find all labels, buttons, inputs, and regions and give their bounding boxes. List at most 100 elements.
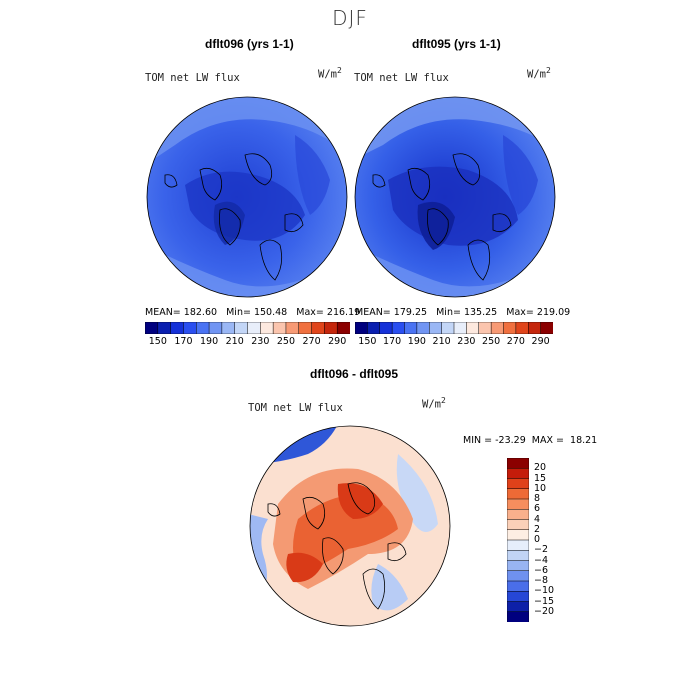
- panel-2-colorbar-tick-label: 210: [432, 336, 451, 347]
- panel-2-map-border: [354, 96, 556, 298]
- panel-2-colorbar-tick-label: 170: [383, 336, 402, 347]
- panel-1-colorbar-tick-label: 250: [276, 336, 295, 347]
- diff-colorbar: [507, 458, 529, 622]
- panel-1-colorbar: [145, 322, 350, 334]
- diff-colorbar-swatch: [507, 601, 529, 613]
- diff-colorbar-tick-label: −15: [534, 595, 555, 607]
- panel-2-colorbar-swatch: [466, 322, 480, 334]
- diff-negative-region-south: [371, 564, 408, 611]
- panel-1-max-label: Max=: [296, 307, 324, 318]
- panel-1-colorbar-swatch: [208, 322, 223, 334]
- panel-1-colorbar-swatch: [196, 322, 210, 334]
- diff-colorbar-tick-label: −20: [534, 605, 555, 617]
- panel-1-colorbar-swatch: [324, 322, 338, 334]
- panel-1-colorbar-tick-label: 290: [328, 336, 347, 347]
- panel-2-colorbar-swatch: [355, 322, 368, 334]
- panel-2-colorbar: [355, 322, 553, 334]
- panel-1-colorbar-tick-label: 150: [148, 336, 167, 347]
- diff-colorbar-swatch: [507, 591, 529, 603]
- diff-colorbar-ticks: 20 15 10 8 6 4 2 0 −2 −4 −6 −8 −10 −15 −20: [534, 458, 574, 628]
- panel-2-colorbar-tick-label: 190: [407, 336, 426, 347]
- panel-2-colorbar-swatch: [478, 322, 492, 334]
- diff-peak-positive-region-2: [286, 552, 323, 583]
- panel-1-colorbar-swatch: [234, 322, 249, 334]
- panel-2-darkest-region: [417, 201, 455, 250]
- panel-2-mid-region: [503, 135, 538, 215]
- panel-2-colorbar-swatch: [503, 322, 517, 334]
- panel-2-colorbar-tick-label: 270: [506, 336, 525, 347]
- diff-colorbar-swatch: [507, 488, 529, 500]
- panel-2-field-label: TOM net LW flux: [354, 72, 449, 84]
- panel-2-colorbar-tick-label: 150: [358, 336, 377, 347]
- panel-1-colorbar-swatch: [157, 322, 172, 334]
- panel-1-colorbar-swatch: [170, 322, 184, 334]
- diff-min-label: MIN =: [463, 435, 493, 446]
- diff-colorbar-swatch: [507, 468, 529, 480]
- diff-colorbar-swatch: [507, 570, 529, 582]
- diff-max-value: 18.21: [570, 435, 598, 446]
- panel-2-colorbar-tick-label: 230: [457, 336, 476, 347]
- panel-2-min-value: 135.25: [463, 307, 498, 318]
- diff-colorbar-tick-label: −10: [534, 585, 555, 597]
- diff-colorbar-tick-label: 10: [534, 482, 547, 494]
- panel-1-colorbar-swatch: [272, 322, 287, 334]
- diff-min-value: -23.29: [495, 435, 526, 446]
- panel-2-mean-label: MEAN=: [355, 307, 391, 318]
- panel-2-stats: MEAN= 179.25 Min= 135.25 Max= 219.09: [355, 307, 570, 318]
- diff-colorbar-tick-label: −8: [534, 575, 549, 586]
- panel-1-colorbar-ticks: 150 170 190 210 230 250 270 290: [145, 336, 350, 350]
- diff-colorbar-tick-label: −6: [534, 564, 549, 576]
- panel-1-coastlines: [164, 153, 304, 281]
- diff-colorbar-swatch: [507, 560, 529, 572]
- figure-title: DJF: [332, 6, 368, 30]
- panel-1-mean-value: 182.60: [183, 307, 218, 318]
- diff-colorbar-swatch: [507, 580, 529, 592]
- panel-1-title: dflt096 (yrs 1-1): [205, 37, 294, 51]
- diff-colorbar-tick-label: 8: [534, 493, 541, 504]
- panel-1-light-region-north: [147, 97, 347, 165]
- diff-colorbar-swatch: [507, 509, 529, 521]
- panel-1-mid-region: [295, 135, 330, 215]
- diff-panel-field-label: TOM net LW flux: [248, 402, 343, 414]
- panel-1-colorbar-swatch: [336, 322, 350, 334]
- panel-1-colorbar-swatch: [298, 322, 313, 334]
- panel-1-units: W/m2: [318, 66, 342, 81]
- panel-1-min-label: Min=: [226, 307, 251, 318]
- diff-colorbar-swatch: [507, 550, 529, 562]
- diff-colorbar-tick-label: 20: [534, 462, 547, 474]
- panel-2-colorbar-swatch: [540, 322, 553, 334]
- panel-1-colorbar-swatch: [145, 322, 159, 334]
- panel-1-max-value: 216.19: [326, 307, 361, 318]
- panel-2-coastlines: [372, 153, 512, 281]
- diff-colorbar-swatch: [507, 611, 529, 622]
- diff-colorbar-swatch: [507, 519, 529, 531]
- panel-1-stats: MEAN= 182.60 Min= 150.48 Max= 216.19: [145, 307, 360, 318]
- panel-1-colorbar-tick-label: 170: [174, 336, 193, 347]
- diff-colorbar-tick-label: −4: [534, 554, 549, 566]
- panel-2-colorbar-tick-label: 290: [531, 336, 550, 347]
- diff-panel-units: W/m2: [422, 396, 446, 411]
- diff-panel-stats: MIN = -23.29 MAX = 18.21: [463, 435, 597, 446]
- panel-2-colorbar-swatch: [379, 322, 393, 334]
- panel-2-title: dflt095 (yrs 1-1): [412, 37, 501, 51]
- panel-2-colorbar-swatch: [367, 322, 381, 334]
- panel-2-mean-value: 179.25: [393, 307, 428, 318]
- panel-2-max-value: 219.09: [536, 307, 571, 318]
- diff-polar-map: [249, 425, 451, 627]
- diff-colorbar-tick-label: −2: [534, 544, 549, 556]
- panel-2-colorbar-swatch: [490, 322, 505, 334]
- diff-colorbar-tick-label: 15: [534, 472, 547, 484]
- panel-1-min-value: 150.48: [253, 307, 288, 318]
- diff-colorbar-swatch: [507, 478, 529, 490]
- diff-coastlines: [267, 482, 407, 610]
- panel-1-colorbar-tick-label: 210: [225, 336, 244, 347]
- panel-2-colorbar-swatch: [391, 322, 406, 334]
- diff-max-label: MAX =: [531, 435, 564, 446]
- diff-negative-region-east: [396, 454, 438, 532]
- panel-1-mean-label: MEAN=: [145, 307, 181, 318]
- diff-map-border: [249, 425, 451, 627]
- diff-colorbar-swatch: [507, 498, 529, 510]
- panel-1-colorbar-swatch: [183, 322, 197, 334]
- panel-2-colorbar-swatch: [453, 322, 467, 334]
- diff-colorbar-swatch: [507, 539, 529, 551]
